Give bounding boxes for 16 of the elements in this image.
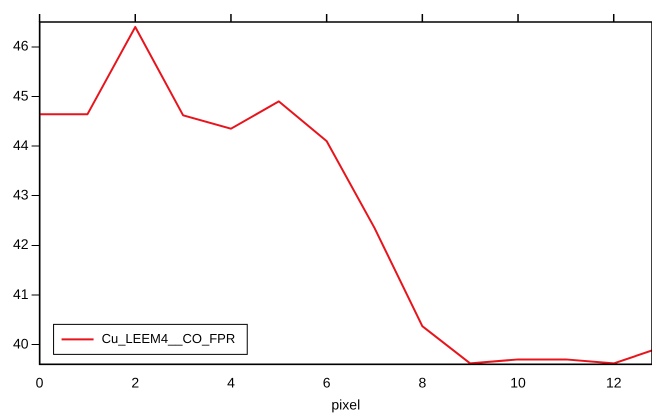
y-tick-label: 45 <box>12 87 29 104</box>
y-tick-label: 46 <box>12 38 29 54</box>
x-tick-label: 10 <box>510 374 526 391</box>
y-tick-label: 44 <box>12 136 29 153</box>
x-tick-label: 4 <box>227 374 236 391</box>
legend-label: Cu_LEEM4__CO_FPR <box>102 330 236 346</box>
x-tick-label: 12 <box>606 374 622 391</box>
y-tick-label: 42 <box>12 236 29 252</box>
x-tick-label: 2 <box>131 374 140 391</box>
x-tick-label: 6 <box>322 374 331 391</box>
x-tick-label: 8 <box>418 374 426 391</box>
x-axis-title: pixel <box>331 396 360 412</box>
x-tick-label: 0 <box>36 374 44 391</box>
y-tick-label: 43 <box>12 186 29 203</box>
y-tick-label: 40 <box>12 335 29 352</box>
y-tick-label: 41 <box>12 286 29 302</box>
